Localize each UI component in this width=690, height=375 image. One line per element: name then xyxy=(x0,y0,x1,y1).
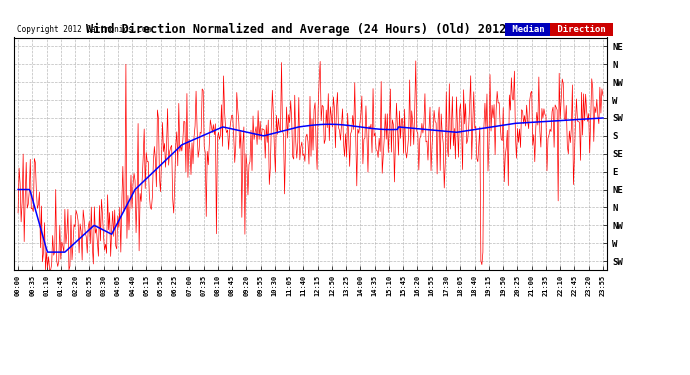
Text: Copyright 2012 Cartronics.com: Copyright 2012 Cartronics.com xyxy=(17,25,151,34)
Text: Median: Median xyxy=(507,25,550,34)
Title: Wind Direction Normalized and Average (24 Hours) (Old) 20121110: Wind Direction Normalized and Average (2… xyxy=(86,23,535,36)
Text: Direction: Direction xyxy=(552,25,611,34)
